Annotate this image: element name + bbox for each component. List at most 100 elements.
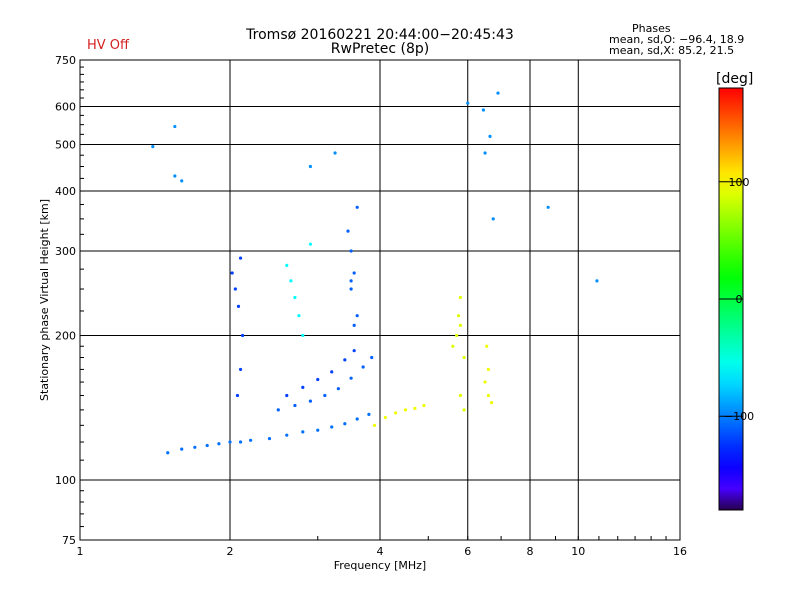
- colorbar-tick-label: −100: [724, 410, 754, 423]
- data-point: [352, 323, 356, 327]
- data-point: [372, 423, 377, 427]
- data-point: [336, 387, 340, 391]
- data-point: [333, 151, 337, 155]
- data-point: [238, 367, 243, 372]
- data-point: [276, 408, 280, 412]
- x-tick-label: 6: [464, 545, 471, 558]
- data-point: [394, 411, 398, 415]
- data-point: [301, 430, 305, 434]
- phases-heading: Phases: [632, 22, 671, 35]
- data-point: [458, 323, 463, 327]
- data-point: [236, 304, 241, 309]
- chart-title: Tromsø 20160221 20:44:00−20:45:43: [246, 27, 514, 43]
- data-point: [491, 217, 495, 221]
- data-point: [458, 393, 463, 398]
- data-point: [456, 314, 461, 318]
- data-point: [352, 349, 356, 353]
- data-point: [301, 385, 305, 389]
- data-point: [361, 365, 365, 369]
- data-point: [285, 393, 289, 398]
- data-point: [316, 377, 320, 382]
- data-point: [455, 333, 459, 338]
- data-point: [466, 101, 470, 105]
- x-tick-label: 8: [527, 545, 534, 558]
- x-axis-label: Frequency [MHz]: [334, 559, 426, 572]
- data-point: [343, 422, 347, 426]
- y-tick-label: 600: [55, 101, 76, 114]
- data-point: [458, 295, 463, 300]
- data-point: [230, 271, 234, 275]
- data-point: [285, 433, 289, 437]
- data-point: [367, 412, 371, 417]
- data-point: [349, 376, 353, 380]
- x-tick-label: 4: [377, 545, 384, 558]
- y-tick-label: 400: [55, 185, 76, 198]
- data-point: [166, 451, 170, 455]
- x-tick-label: 1: [77, 545, 84, 558]
- data-point: [289, 279, 293, 283]
- data-point: [173, 174, 177, 178]
- data-point: [355, 205, 359, 209]
- data-point: [180, 179, 184, 183]
- data-point: [151, 145, 155, 149]
- data-point: [349, 249, 353, 253]
- data-point: [323, 393, 327, 398]
- data-point: [233, 287, 237, 291]
- data-point: [180, 447, 184, 451]
- data-point: [370, 355, 374, 360]
- y-tick-label: 500: [55, 139, 76, 152]
- data-point: [241, 333, 245, 338]
- data-point: [316, 428, 320, 432]
- data-point: [330, 370, 334, 374]
- data-point: [267, 436, 272, 441]
- data-point: [488, 134, 492, 138]
- data-point: [293, 403, 297, 408]
- data-point: [486, 367, 490, 372]
- x-tick-label: 2: [227, 545, 234, 558]
- data-point: [483, 151, 487, 155]
- data-point: [349, 279, 353, 283]
- colorbar-tick-label: 0: [736, 293, 743, 306]
- data-point: [383, 415, 387, 420]
- data-point: [301, 333, 305, 338]
- data-point: [546, 205, 550, 209]
- data-point: [293, 295, 297, 300]
- data-point: [481, 108, 485, 112]
- data-point: [403, 408, 408, 412]
- colorbar-tick-label: 100: [729, 176, 750, 189]
- colorbar-unit-label: [deg]: [716, 71, 754, 87]
- data-point: [462, 355, 466, 360]
- phases-o-mean-sd: mean, sd,O: −96.4, 18.9: [609, 33, 745, 46]
- data-point: [238, 256, 243, 260]
- chart-subtitle: RwPretec (8p): [330, 41, 430, 57]
- data-point: [346, 229, 350, 233]
- data-point: [308, 399, 313, 403]
- data-point: [193, 445, 197, 449]
- data-point: [308, 242, 313, 246]
- data-point: [413, 406, 417, 411]
- data-point: [249, 438, 253, 442]
- x-tick-label: 10: [571, 545, 585, 558]
- data-point: [285, 263, 289, 267]
- y-tick-label: 100: [55, 474, 76, 487]
- y-tick-label: 75: [62, 534, 76, 547]
- data-point: [462, 408, 466, 412]
- data-point: [422, 403, 426, 408]
- data-point: [330, 425, 334, 429]
- data-point: [217, 442, 221, 446]
- data-point: [352, 271, 356, 275]
- data-point: [238, 440, 243, 444]
- phases-x-mean-sd: mean, sd,X: 85.2, 21.5: [609, 44, 735, 57]
- hv-status-label: HV Off: [87, 38, 129, 53]
- data-point: [483, 380, 487, 384]
- x-tick-label: 16: [673, 545, 687, 558]
- data-point: [349, 287, 353, 291]
- data-point: [485, 344, 489, 348]
- data-point: [496, 91, 500, 95]
- data-point: [173, 124, 177, 129]
- y-tick-label: 750: [55, 54, 76, 67]
- data-point: [205, 443, 209, 448]
- data-point: [355, 417, 359, 421]
- y-axis-label: Stationary phase Virtual Height [km]: [38, 199, 51, 401]
